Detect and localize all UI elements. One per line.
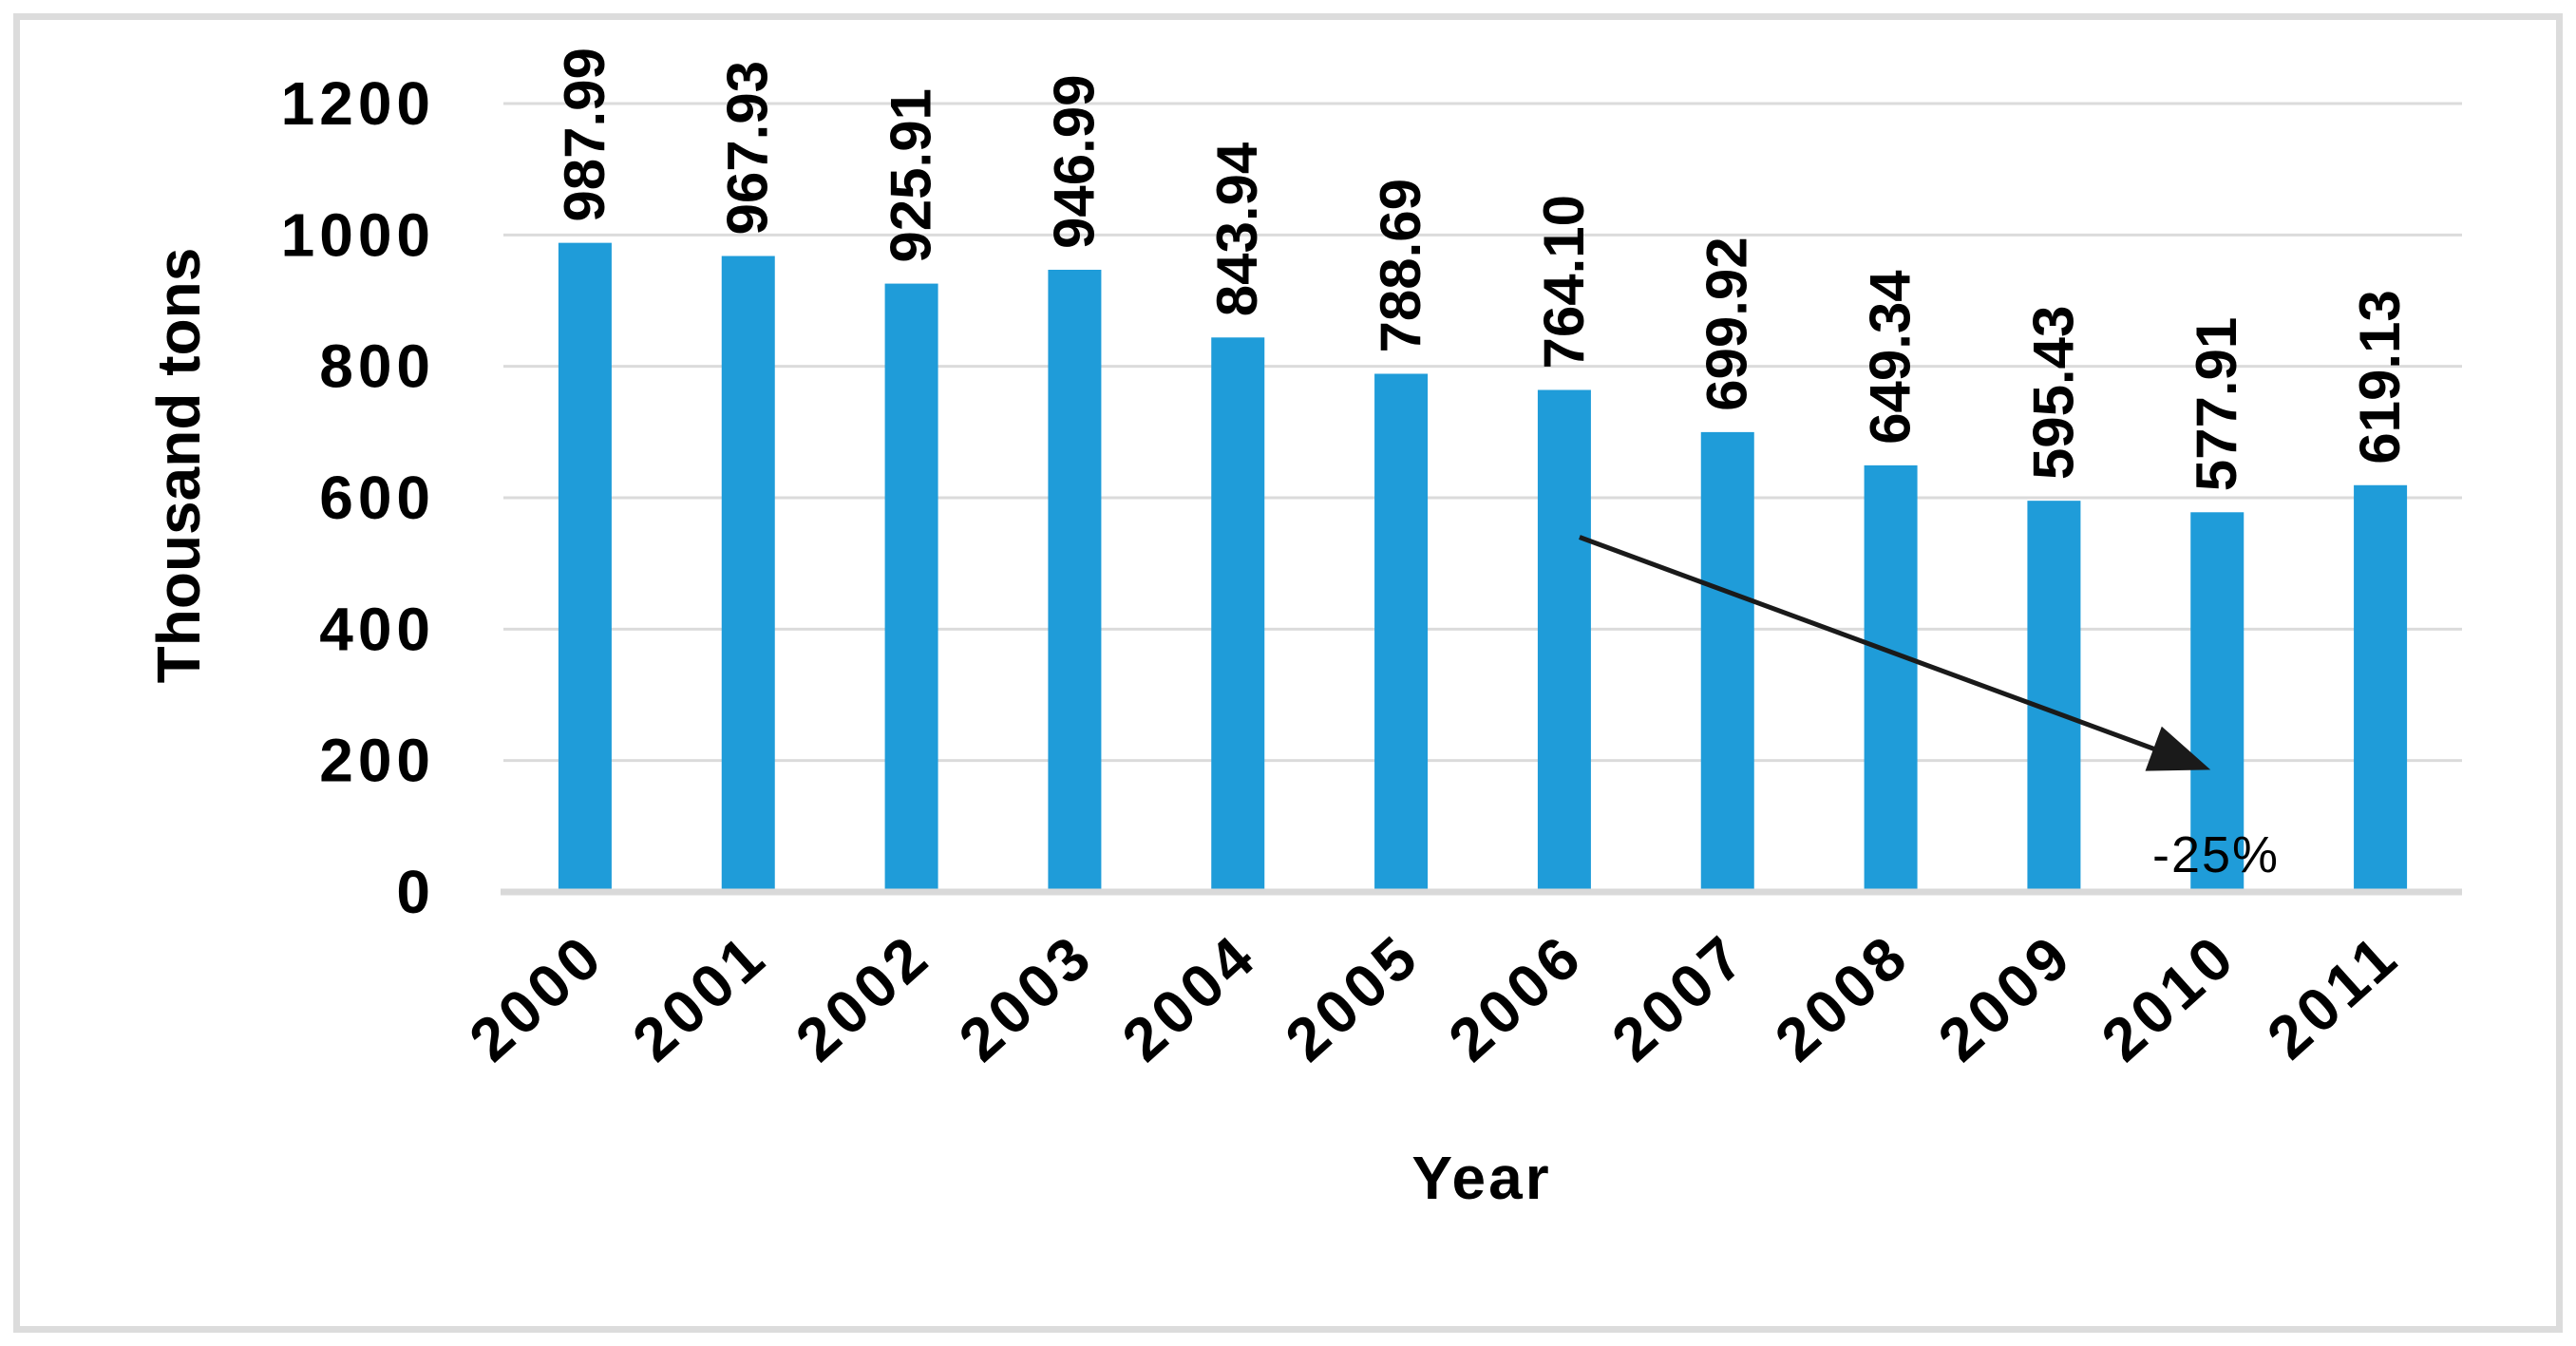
y-tick-label: 800 <box>319 332 435 401</box>
bar-value-label: 967.93 <box>716 61 780 236</box>
y-tick-label: 1200 <box>281 69 435 138</box>
x-tick-label: 2006 <box>1435 920 1596 1074</box>
bar-value-labels: 987.99 967.93 925.91 946.99 843.94 788.69 764.… <box>553 47 2412 491</box>
bar-2000 <box>558 242 612 892</box>
trend-arrow-head <box>2145 726 2211 771</box>
x-tick-label: 2011 <box>2254 920 2412 1072</box>
x-tick-label: 2010 <box>2089 920 2249 1074</box>
bar-2002 <box>884 283 938 892</box>
trend-arrow-line <box>1579 535 2169 757</box>
bar-value-label: 699.92 <box>1695 237 1759 411</box>
x-tick-label: 2008 <box>1762 920 1923 1074</box>
x-tick-label: 2005 <box>1273 920 1433 1074</box>
bar-2001 <box>721 256 775 892</box>
bar-2011 <box>2354 484 2408 892</box>
bar-value-label: 649.34 <box>1859 270 1923 445</box>
x-axis-title: Year <box>1411 1144 1551 1212</box>
x-tick-label: 2007 <box>1599 920 1759 1074</box>
x-tick-label: 2002 <box>783 920 943 1074</box>
bar-2010 <box>2190 512 2245 892</box>
bar-value-label: 595.43 <box>2021 306 2085 481</box>
y-tick-label: 200 <box>319 727 435 795</box>
bars <box>558 242 2408 893</box>
bar-2004 <box>1211 337 1265 892</box>
y-tick-labels: 0 200 400 600 800 1000 1200 <box>281 69 435 926</box>
bar-value-label: 764.10 <box>1532 195 1596 370</box>
bar-value-label: 987.99 <box>553 47 616 222</box>
bar-2005 <box>1374 373 1429 893</box>
bar-value-label: 843.94 <box>1205 142 1269 316</box>
bar-2009 <box>2027 501 2081 892</box>
y-tick-label: 1000 <box>281 200 435 269</box>
figure-border-frame <box>13 13 2563 1333</box>
bar-2006 <box>1537 389 1591 892</box>
x-tick-label: 2001 <box>619 920 780 1074</box>
y-axis-title: Thousand tons <box>144 248 213 684</box>
x-tick-label: 2003 <box>946 920 1107 1074</box>
bar-2003 <box>1048 269 1102 892</box>
x-tick-labels: 2000 2001 2002 2003 2004 2005 2006 2007 2008 2009… <box>456 920 2412 1074</box>
annotation-label: -25% <box>2152 826 2280 883</box>
bar-value-label: 788.69 <box>1369 179 1432 353</box>
x-tick-label: 2000 <box>456 920 616 1074</box>
bar-value-label: 619.13 <box>2348 290 2412 464</box>
bar-value-label: 946.99 <box>1042 74 1106 249</box>
x-tick-label: 2004 <box>1109 920 1270 1074</box>
gridlines <box>503 102 2462 763</box>
bar-2007 <box>1700 431 1754 892</box>
y-tick-label: 600 <box>319 464 435 532</box>
bar-value-label: 925.91 <box>880 88 943 263</box>
y-tick-label: 0 <box>396 858 435 926</box>
x-tick-label: 2009 <box>1925 920 2086 1074</box>
y-tick-label: 400 <box>319 595 435 663</box>
trend-arrow <box>1579 535 2211 771</box>
bar-2008 <box>1864 464 1918 892</box>
bar-value-label: 577.91 <box>2185 317 2248 492</box>
